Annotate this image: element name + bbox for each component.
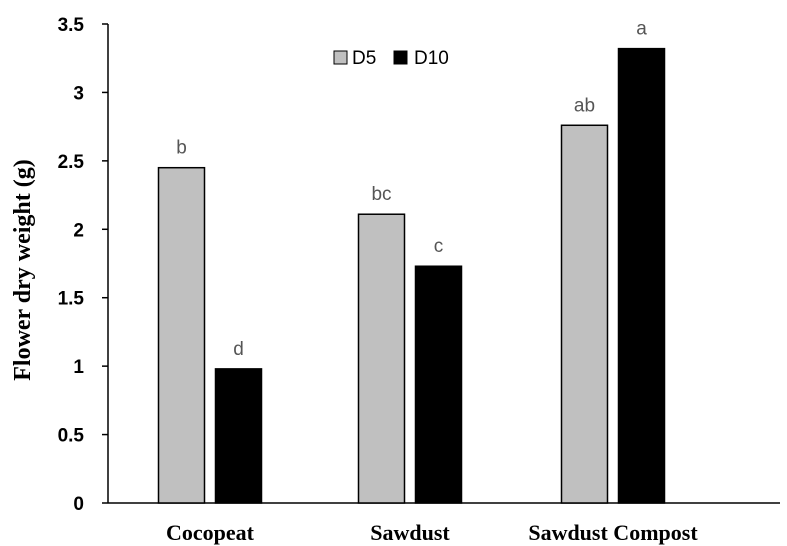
bar-d10: [214, 368, 263, 504]
y-tick-label: 0.5: [58, 426, 85, 447]
bar-significance-label: c: [434, 236, 444, 257]
category-labels: Cocopeat Sawdust Sawdust Compost: [166, 520, 698, 545]
bars-group: [157, 47, 666, 504]
category-label: Sawdust Compost: [528, 520, 698, 545]
y-axis-title: Flower dry weight (g): [10, 159, 36, 381]
legend: D5 D10: [333, 48, 449, 69]
bar-significance-label: d: [233, 339, 244, 360]
y-tick-label: 1: [73, 357, 84, 378]
bar-d5: [357, 213, 406, 504]
bar-d10: [617, 47, 666, 504]
legend-label-d5: D5: [352, 48, 376, 69]
y-tick-label: 0: [73, 494, 84, 515]
legend-swatch-d5: [333, 50, 348, 65]
y-ticks: 0 0.5 1 1.5 2 2.5 3 3.5: [58, 15, 108, 515]
bar-d5: [157, 166, 206, 504]
bar-labels-group: b d bc c ab a: [176, 19, 647, 360]
y-tick-label: 2: [73, 220, 84, 241]
legend-label-d10: D10: [414, 48, 449, 69]
bar-significance-label: a: [636, 19, 647, 40]
y-tick-label: 2.5: [58, 152, 85, 173]
y-tick-label: 3: [73, 83, 84, 104]
category-label: Cocopeat: [166, 520, 255, 545]
bar-d5: [560, 124, 609, 504]
y-tick-label: 3.5: [58, 15, 85, 36]
legend-swatch-d10: [393, 50, 408, 65]
bar-d10: [414, 265, 463, 504]
bar-significance-label: b: [176, 138, 187, 159]
category-label: Sawdust: [370, 520, 450, 545]
bar-significance-label: ab: [574, 95, 595, 116]
y-tick-label: 1.5: [58, 289, 85, 310]
bar-significance-label: bc: [371, 184, 391, 205]
